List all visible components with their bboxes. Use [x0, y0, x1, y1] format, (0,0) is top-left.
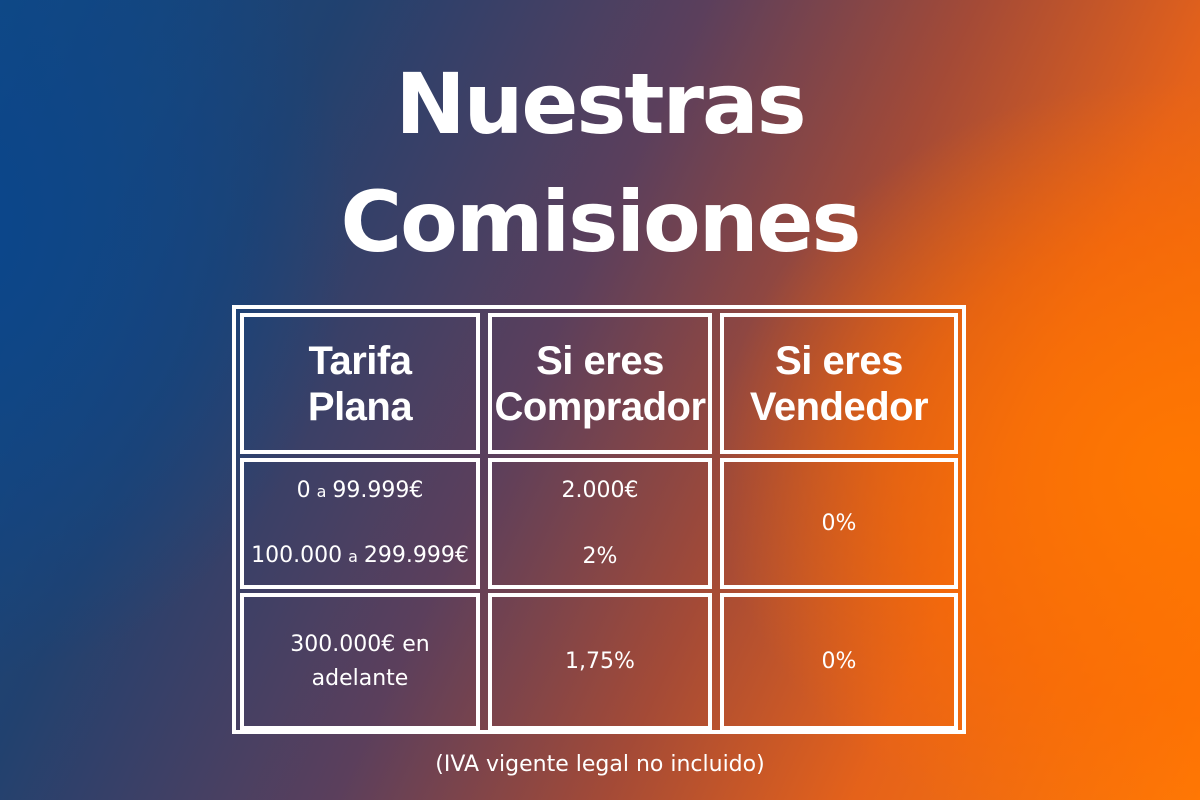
range-2-connector: a: [348, 546, 358, 566]
row-1-seller-cell: 0%: [720, 458, 958, 589]
header-tarifa-line-1: Tarifa: [308, 338, 412, 383]
row-1-range-cell: 0 a 99.999€ 100.000 a 299.999€: [240, 458, 480, 589]
header-tarifa-line-2: Plana: [307, 384, 413, 429]
header-comprador-line-1: Si eres: [536, 338, 664, 383]
buyer-fee-2: 2%: [582, 543, 618, 569]
row-2-seller-cell: 0%: [720, 593, 958, 730]
range-line-1: 0 a 99.999€: [297, 474, 424, 509]
vat-footnote: (IVA vigente legal no incluido): [435, 752, 765, 777]
header-cell-vendedor: Si eres Vendedor: [720, 313, 958, 454]
range-line-2: 100.000 a 299.999€: [251, 539, 469, 574]
range-1-to: 99.999€: [332, 477, 424, 503]
commission-table: Tarifa Plana Si eres Comprador Si eres V…: [232, 305, 966, 734]
range-1-connector: a: [316, 481, 327, 501]
header-cell-comprador: Si eres Comprador: [488, 313, 712, 454]
range-1-from: 0: [296, 477, 311, 503]
row-2-buyer-cell: 1,75%: [488, 593, 712, 730]
seller-fee-1: 0%: [821, 510, 857, 536]
row-1-buyer-cell: 2.000€ 2%: [488, 458, 712, 589]
header-vendedor-line-1: Si eres: [775, 338, 903, 383]
range-2-to: 299.999€: [363, 542, 469, 568]
page-title-line-1: Nuestras: [395, 55, 806, 153]
header-vendedor-line-2: Vendedor: [749, 384, 929, 429]
row-2-range-cell: 300.000€ en adelante: [240, 593, 480, 730]
range-3-line-2: adelante: [311, 665, 409, 691]
seller-fee-2: 0%: [821, 648, 857, 674]
buyer-fee-3: 1,75%: [565, 648, 635, 674]
page-title-line-2: Comisiones: [340, 173, 862, 271]
header-cell-tarifa-plana: Tarifa Plana: [240, 313, 480, 454]
range-2-from: 100.000: [251, 542, 343, 568]
buyer-fee-1: 2.000€: [561, 477, 639, 503]
range-3-line-1: 300.000€ en: [290, 631, 430, 657]
header-comprador-line-2: Comprador: [494, 384, 706, 429]
